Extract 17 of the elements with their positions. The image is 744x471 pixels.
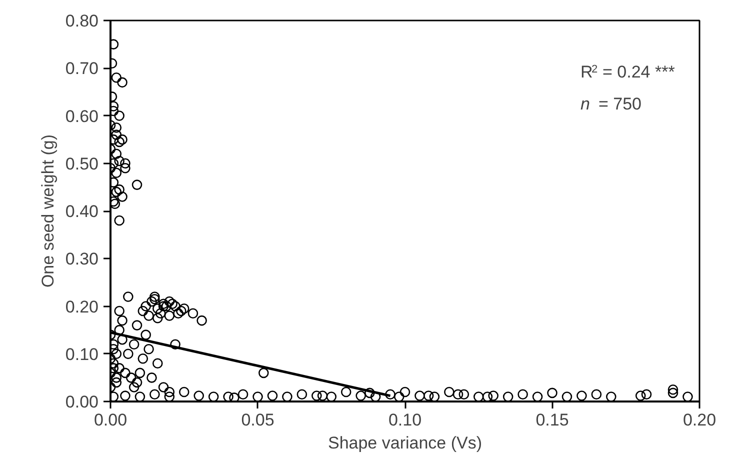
y-tick-label: 0.80 <box>65 12 99 30</box>
y-tick-label: 0.70 <box>65 59 99 78</box>
y-tick-label: 0.30 <box>65 250 99 269</box>
x-tick-label: 0.00 <box>94 410 128 430</box>
y-tick-label: 0.10 <box>65 344 99 364</box>
annotation: n = 750 <box>580 94 642 114</box>
x-axis-title: Shape variance (Vs) <box>328 434 482 452</box>
x-tick-label: 0.10 <box>388 410 422 430</box>
x-tick-label: 0.05 <box>241 410 274 430</box>
x-tick-label: 0.15 <box>536 410 569 430</box>
y-tick-label: 0.20 <box>65 297 99 316</box>
y-tick-label: 0.40 <box>65 202 99 221</box>
y-tick-label: 0.60 <box>65 106 99 126</box>
y-tick-label: 0.50 <box>65 154 99 174</box>
x-tick-label: 0.20 <box>682 410 716 430</box>
y-axis-title: One seed weight (g) <box>38 134 58 288</box>
y-tick-label: 0.00 <box>65 392 99 412</box>
